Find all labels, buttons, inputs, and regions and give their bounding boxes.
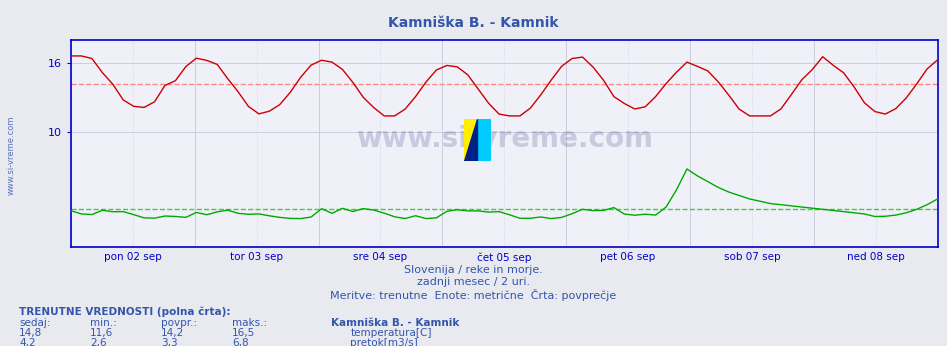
- Text: 4,2: 4,2: [19, 338, 36, 346]
- Text: 6,8: 6,8: [232, 338, 249, 346]
- Text: 11,6: 11,6: [90, 328, 114, 338]
- Bar: [464, 119, 477, 161]
- Text: TRENUTNE VREDNOSTI (polna črta):: TRENUTNE VREDNOSTI (polna črta):: [19, 306, 230, 317]
- Text: pretok[m3/s]: pretok[m3/s]: [350, 338, 419, 346]
- Text: Kamniška B. - Kamnik: Kamniška B. - Kamnik: [388, 16, 559, 29]
- Text: 14,8: 14,8: [19, 328, 43, 338]
- Bar: [477, 119, 491, 161]
- Text: Kamniška B. - Kamnik: Kamniška B. - Kamnik: [331, 318, 460, 328]
- Text: 14,2: 14,2: [161, 328, 185, 338]
- Text: www.si-vreme.com: www.si-vreme.com: [356, 126, 652, 153]
- Text: www.si-vreme.com: www.si-vreme.com: [7, 116, 16, 195]
- Text: 3,3: 3,3: [161, 338, 178, 346]
- Text: 16,5: 16,5: [232, 328, 256, 338]
- Text: temperatura[C]: temperatura[C]: [350, 328, 432, 338]
- Text: Meritve: trenutne  Enote: metrične  Črta: povprečje: Meritve: trenutne Enote: metrične Črta: …: [331, 289, 616, 301]
- Polygon shape: [464, 119, 477, 161]
- Text: Slovenija / reke in morje.: Slovenija / reke in morje.: [404, 265, 543, 275]
- Text: povpr.:: povpr.:: [161, 318, 197, 328]
- Text: min.:: min.:: [90, 318, 116, 328]
- Text: zadnji mesec / 2 uri.: zadnji mesec / 2 uri.: [417, 277, 530, 287]
- Text: maks.:: maks.:: [232, 318, 267, 328]
- Text: 2,6: 2,6: [90, 338, 107, 346]
- Text: sedaj:: sedaj:: [19, 318, 50, 328]
